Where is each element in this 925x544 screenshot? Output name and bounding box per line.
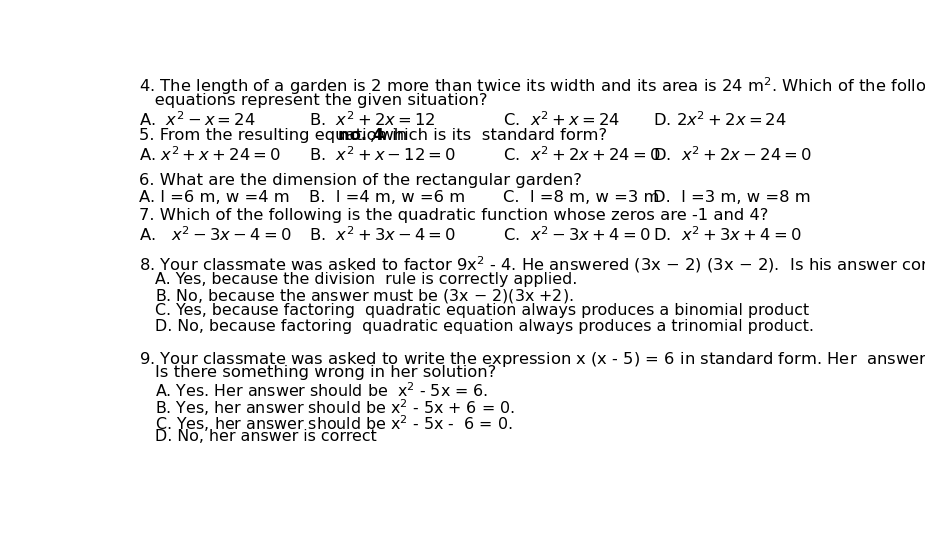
Text: 6. What are the dimension of the rectangular garden?: 6. What are the dimension of the rectang… [139, 173, 582, 188]
Text: A. Yes, because the division  rule is correctly applied.: A. Yes, because the division rule is cor… [155, 271, 577, 287]
Text: Is there something wrong in her solution?: Is there something wrong in her solution… [155, 366, 497, 380]
Text: C.  $x^2+2x +24 =0$: C. $x^2+2x +24 =0$ [503, 146, 660, 164]
Text: 4. The length of a garden is 2 more than twice its width and its area is 24 m$^2: 4. The length of a garden is 2 more than… [139, 76, 925, 97]
Text: D.  $x^2+ 3x +4 =0$: D. $x^2+ 3x +4 =0$ [653, 225, 802, 244]
Text: B.  $x^2+3x-4 =0$: B. $x^2+3x-4 =0$ [309, 225, 456, 244]
Text: B. Yes, her answer should be x$^2$ - 5x + 6 = 0.: B. Yes, her answer should be x$^2$ - 5x … [155, 397, 515, 418]
Text: 8. Your classmate was asked to factor 9x$^2$ - 4. He answered (3x $-$ 2) (3x $-$: 8. Your classmate was asked to factor 9x… [139, 254, 925, 275]
Text: 7. Which of the following is the quadratic function whose zeros are -1 and 4?: 7. Which of the following is the quadrat… [139, 208, 768, 223]
Text: 5. From the resulting equation in: 5. From the resulting equation in [139, 128, 412, 143]
Text: , which is its  standard form?: , which is its standard form? [370, 128, 607, 143]
Text: D. No, because factoring  quadratic equation always produces a trinomial product: D. No, because factoring quadratic equat… [155, 319, 814, 335]
Text: B. No, because the answer must be (3x $-$ 2)(3x +2).: B. No, because the answer must be (3x $-… [155, 287, 574, 305]
Text: C. Yes, her answer should be x$^2$ - 5x -  6 = 0.: C. Yes, her answer should be x$^2$ - 5x … [155, 413, 512, 434]
Text: B.  $x^2+x-12 =0$: B. $x^2+x-12 =0$ [309, 146, 456, 164]
Text: B.  $x^2+2x =12$: B. $x^2+2x =12$ [309, 111, 436, 129]
Text: equations represent the given situation?: equations represent the given situation? [139, 93, 487, 108]
Text: D. No, her answer is correct: D. No, her answer is correct [155, 429, 376, 444]
Text: D. $2x^2+2x = 24$: D. $2x^2+2x = 24$ [653, 111, 787, 129]
Text: no. 4: no. 4 [338, 128, 384, 143]
Text: C.  l =8 m, w =3 m: C. l =8 m, w =3 m [503, 190, 660, 205]
Text: D.  l =3 m, w =8 m: D. l =3 m, w =8 m [653, 190, 811, 205]
Text: C.  $x^2+x = 24$: C. $x^2+x = 24$ [503, 111, 620, 129]
Text: A. $x^2+x+ 24 =0$: A. $x^2+x+ 24 =0$ [139, 146, 280, 164]
Text: A. l =6 m, w =4 m: A. l =6 m, w =4 m [139, 190, 290, 205]
Text: B.  l =4 m, w =6 m: B. l =4 m, w =6 m [309, 190, 465, 205]
Text: A.   $x^2-3x-4 =0$: A. $x^2-3x-4 =0$ [139, 225, 291, 244]
Text: C.  $x^2-3x +4 =0$: C. $x^2-3x +4 =0$ [503, 225, 650, 244]
Text: C. Yes, because factoring  quadratic equation always produces a binomial product: C. Yes, because factoring quadratic equa… [155, 304, 809, 318]
Text: A.  $x^2-x =24$: A. $x^2-x =24$ [139, 111, 255, 129]
Text: A. Yes. Her answer should be  x$^2$ - 5x = 6.: A. Yes. Her answer should be x$^2$ - 5x … [155, 381, 488, 400]
Text: 9. Your classmate was asked to write the expression x (x - 5) = 6 in standard fo: 9. Your classmate was asked to write the… [139, 348, 925, 369]
Text: D.  $x^2+2x-24 =0$: D. $x^2+2x-24 =0$ [653, 146, 812, 164]
